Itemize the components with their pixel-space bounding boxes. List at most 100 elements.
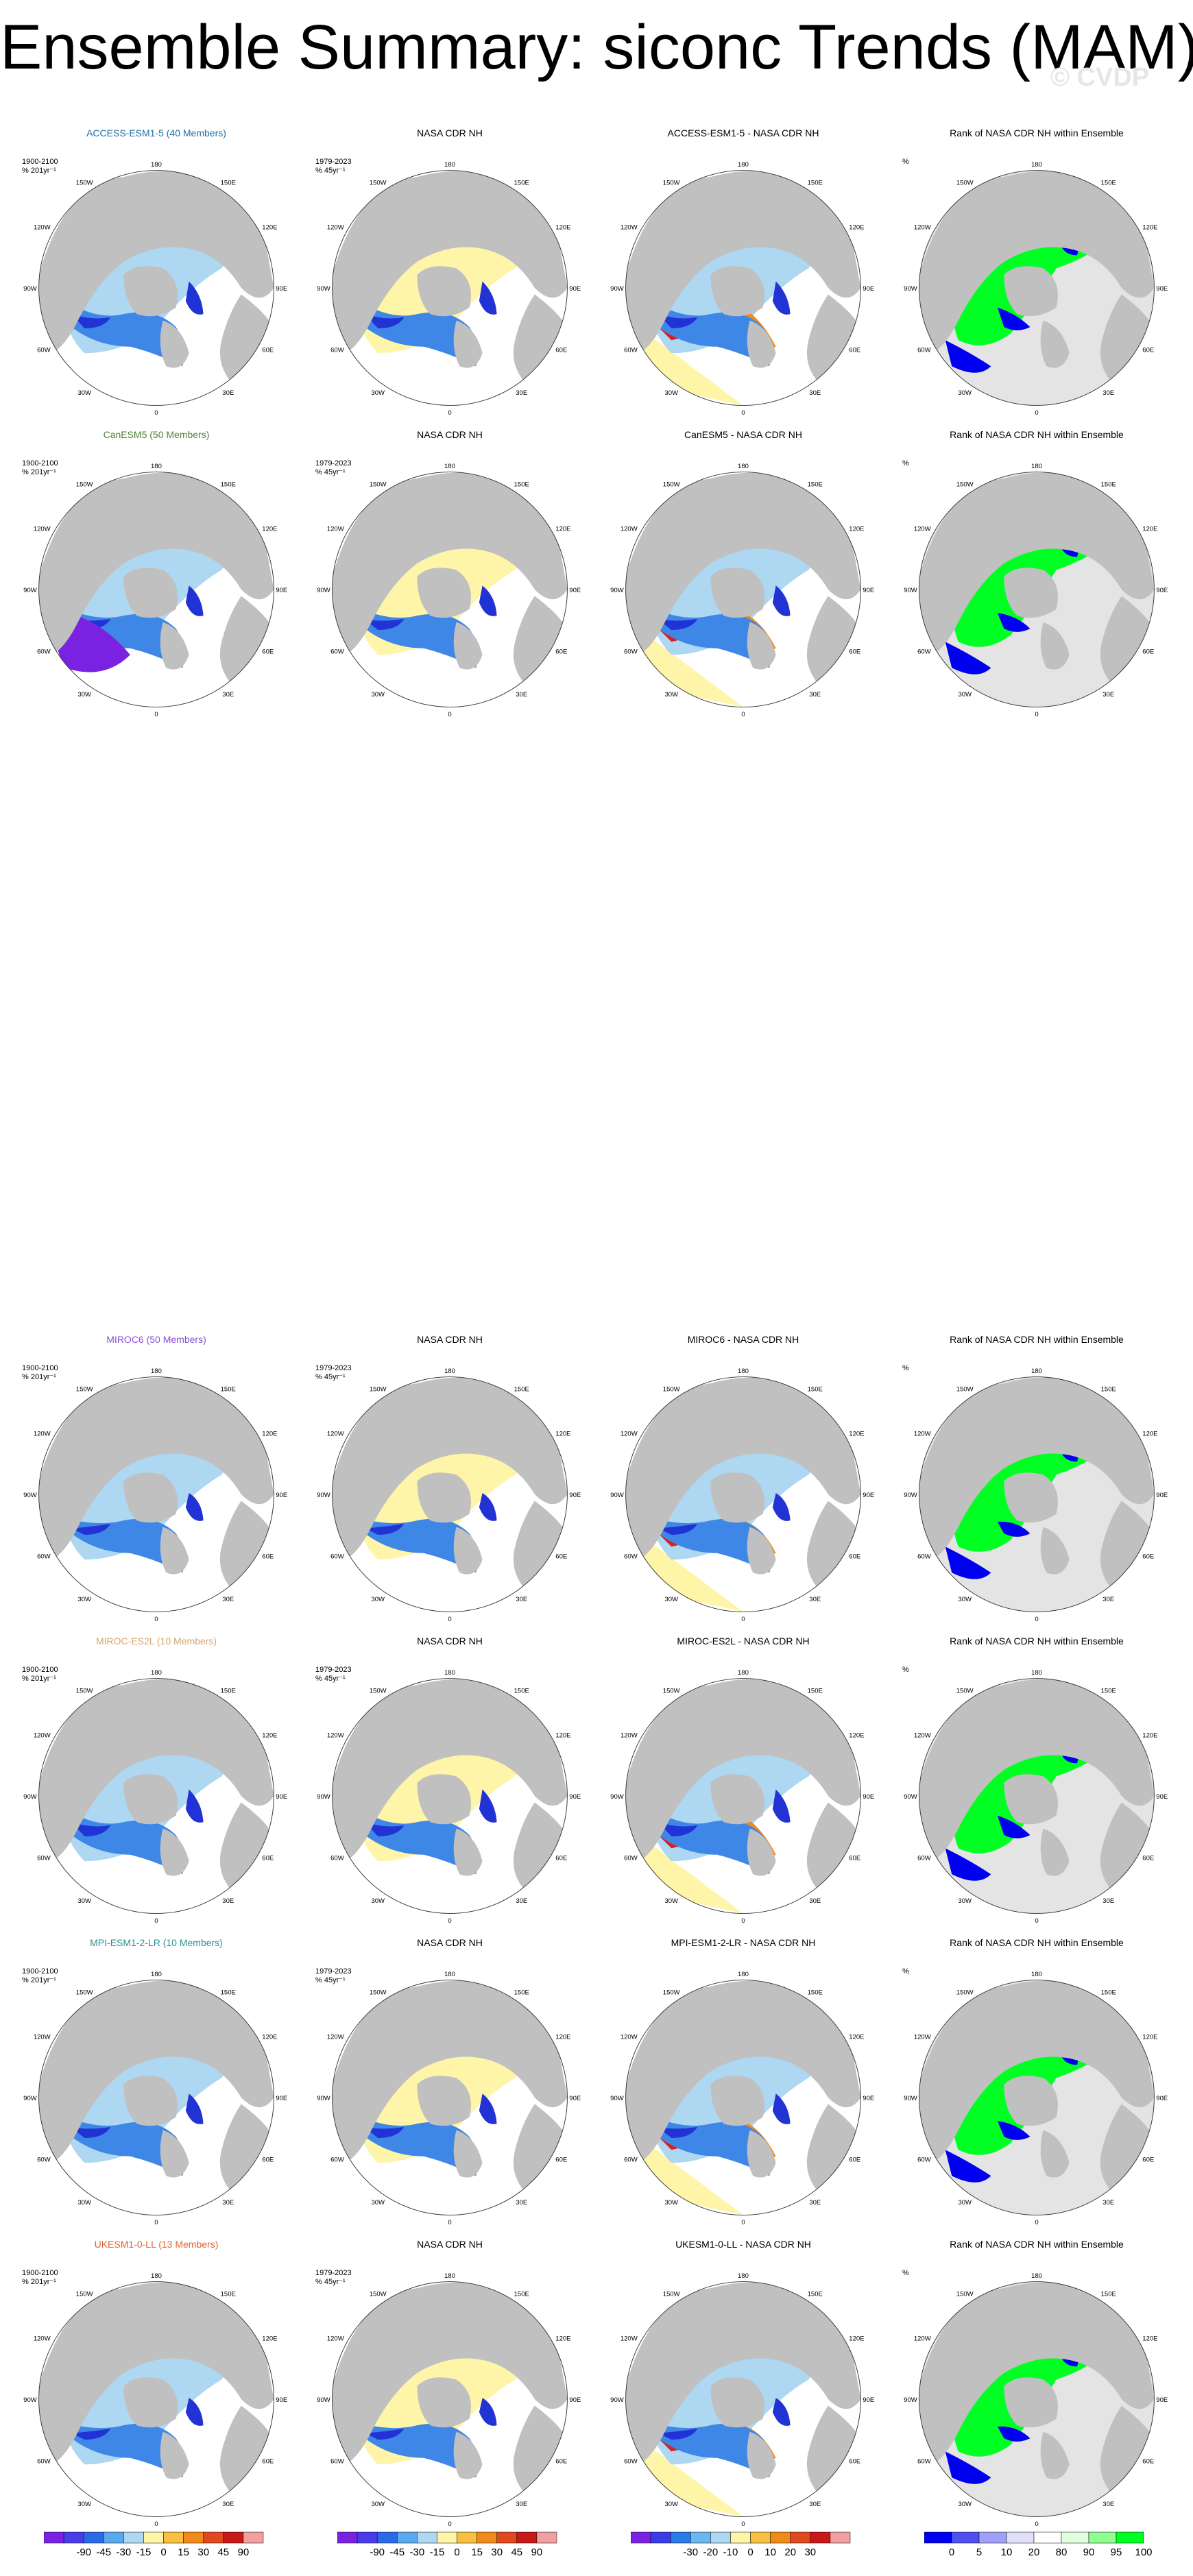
lon-label: 180 [738, 1368, 749, 1375]
polar-map-rank: 180 150W 150E 120W 120E 90W 90E 60W 60E 30W 30E 0 [904, 1669, 1168, 1925]
lon-label: 120E [262, 1430, 277, 1437]
lon-label: 60E [555, 346, 567, 354]
lon-label: 150E [221, 481, 236, 489]
map-panel-rank: Rank of NASA CDR NH within Ensemble 180 1… [900, 1937, 1174, 2239]
lon-label: 150E [221, 1386, 236, 1394]
lon-label: 0 [741, 2219, 745, 2226]
lon-label: 150E [808, 1989, 823, 1997]
lon-label: 30E [516, 2199, 527, 2207]
panel-title: MIROC6 (50 Members) [106, 1334, 206, 1345]
colorbar-tick-label: 45 [217, 2547, 229, 2558]
lon-label: 60W [624, 2156, 638, 2163]
map-panel-diff: UKESM1-0-LL - NASA CDR NH 180 150W 150E 120… [606, 2239, 880, 2540]
lon-label: 30W [664, 389, 678, 397]
polar-map-rank: 180 150W 150E 120W 120E 90W 90E 60W 60E 30W 30E 0 [904, 161, 1168, 417]
panel-title: ACCESS-ESM1-5 (40 Members) [86, 127, 226, 138]
polar-map-diff: 180 150W 150E 120W 120E 90W 90E 60W 60E 30W 30E 0 [610, 2272, 874, 2528]
lon-label: 120E [555, 2033, 570, 2041]
lon-label: 180 [444, 1669, 455, 1677]
lon-label: 60E [849, 346, 860, 354]
lon-label: 90E [1156, 1793, 1168, 1801]
panel-title: Rank of NASA CDR NH within Ensemble [950, 1636, 1124, 1647]
lon-label: 90E [276, 1492, 287, 1499]
lon-label: 180 [151, 1669, 162, 1677]
panel-title: NASA CDR NH [417, 1334, 483, 1345]
lon-label: 60W [917, 2457, 931, 2465]
map-panel-model: UKESM1-0-LL (13 Members) 180 150W 150E 120W… [19, 2239, 293, 2540]
lon-label: 150E [808, 1688, 823, 1695]
colorbar-swatch [437, 2531, 457, 2544]
lon-label: 90E [863, 285, 874, 293]
lon-label: 90E [1156, 2095, 1168, 2102]
lon-label: 180 [738, 2272, 749, 2280]
panel-units: 1979-2023 % 45yr⁻¹ [315, 1967, 352, 1984]
colorbar-tick-label: 80 [1056, 2547, 1068, 2558]
lon-label: 90E [1156, 285, 1168, 293]
polar-map-diff: 180 150W 150E 120W 120E 90W 90E 60W 60E 30W 30E 0 [610, 463, 874, 718]
panel-units: 1900-2100 % 201yr⁻¹ [22, 1364, 58, 1381]
lon-label: 90W [904, 1492, 917, 1499]
lon-label: 60W [330, 2156, 344, 2163]
lon-label: 0 [448, 711, 451, 718]
lon-label: 60E [262, 1854, 274, 1862]
lon-label: 120E [262, 525, 277, 533]
lon-label: 120E [555, 1731, 570, 1739]
colorbar-swatch [376, 2531, 398, 2544]
lon-label: 30W [77, 2199, 91, 2207]
lon-label: 120W [34, 223, 51, 231]
lon-label: 0 [154, 1616, 158, 1623]
map-panel-obs: NASA CDR NH 180 150W 150E 120W 120E 90W 90E 60W… [313, 429, 587, 731]
lon-label: 120W [914, 1430, 931, 1437]
colorbar-tick-label: 90 [531, 2547, 543, 2558]
lon-label: 90E [569, 285, 581, 293]
lon-label: 120E [849, 1430, 864, 1437]
rank-colorbar: 0 5 10 20 80 90 95 100 [924, 2531, 1157, 2568]
panel-title: MIROC-ES2L (10 Members) [95, 1636, 217, 1647]
colorbar-tick-label: 20 [784, 2547, 796, 2558]
polar-map-diff: 180 150W 150E 120W 120E 90W 90E 60W 60E 30W 30E 0 [610, 1669, 874, 1925]
lon-label: 90W [317, 2396, 330, 2404]
lon-label: 30W [77, 2501, 91, 2508]
lon-label: 0 [154, 2219, 158, 2226]
colorbar-tick-label: 100 [1135, 2547, 1152, 2558]
colorbar-swatch [516, 2531, 538, 2544]
colorbar-tick-label: -30 [410, 2547, 425, 2558]
lon-label: 0 [1035, 711, 1038, 718]
lon-label: 60W [37, 2156, 51, 2163]
lon-label: 180 [1031, 1368, 1042, 1375]
lon-label: 150E [514, 1386, 529, 1394]
lon-label: 60W [917, 648, 931, 655]
lon-label: 90E [276, 2396, 287, 2404]
map-panel-diff: CanESM5 - NASA CDR NH 180 150W 150E 120W 120… [606, 429, 880, 731]
lon-label: 120E [262, 2335, 277, 2342]
lon-label: 0 [1035, 1616, 1038, 1623]
colorbar-tick-label: 5 [976, 2547, 982, 2558]
lon-label: 0 [1035, 2520, 1038, 2528]
lon-label: 90W [317, 1492, 330, 1499]
lon-label: 90W [904, 2095, 917, 2102]
lon-label: 120W [914, 2335, 931, 2342]
colorbar-tick-label: 90 [238, 2547, 250, 2558]
lon-label: 60E [1142, 1553, 1154, 1560]
lon-label: 180 [151, 463, 162, 470]
lon-label: 60E [849, 2457, 860, 2465]
difference-colorbar: -30 -20 -10 0 10 20 30 [630, 2531, 864, 2568]
lon-label: 30E [1102, 691, 1114, 698]
panel-title: UKESM1-0-LL (13 Members) [94, 2239, 219, 2250]
lon-label: 30W [77, 691, 91, 698]
lon-label: 60W [330, 1553, 344, 1560]
lon-label: 0 [448, 2520, 451, 2528]
colorbar-swatch [710, 2531, 731, 2544]
lon-label: 120E [555, 1430, 570, 1437]
lon-label: 120E [1142, 1430, 1157, 1437]
colorbar-swatch [750, 2531, 771, 2544]
colorbar-swatch [123, 2531, 144, 2544]
colorbar-swatch [1006, 2531, 1035, 2544]
colorbar-tick-label: -90 [370, 2547, 385, 2558]
lon-label: 30W [664, 691, 678, 698]
lon-label: 30W [371, 2199, 385, 2207]
lon-label: 60E [555, 648, 567, 655]
lon-label: 90W [610, 1492, 624, 1499]
lon-label: 60W [330, 2457, 344, 2465]
panel-title: MPI-ESM1-2-LR - NASA CDR NH [671, 1937, 816, 1948]
